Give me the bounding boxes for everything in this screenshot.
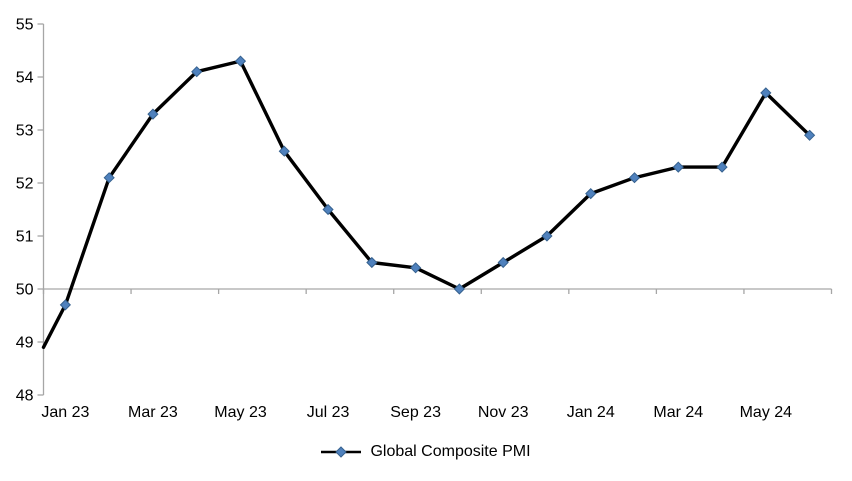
data-point-marker xyxy=(760,87,772,99)
y-axis-tick-label: 53 xyxy=(16,123,34,140)
legend-line-marker-icon xyxy=(321,446,362,458)
data-point-marker xyxy=(497,256,509,269)
x-axis-tick-label: Jul 23 xyxy=(307,404,350,421)
legend-label: Global Composite PMI xyxy=(370,443,531,460)
data-point-marker xyxy=(366,256,378,269)
x-axis-tick-label: Nov 23 xyxy=(478,404,529,421)
chart-legend: Global Composite PMI xyxy=(0,438,852,466)
x-axis-tick-label: May 24 xyxy=(740,404,793,421)
data-point-marker xyxy=(716,161,728,173)
pmi-series-line xyxy=(41,59,812,349)
x-axis-tick-label: Mar 24 xyxy=(653,404,703,421)
data-point-marker xyxy=(278,145,290,157)
data-point-marker xyxy=(322,203,334,216)
data-point-marker xyxy=(59,299,71,311)
y-axis-tick-label: 52 xyxy=(16,176,34,193)
x-axis-tick-label: Jan 23 xyxy=(41,404,89,421)
x-axis-tick-label: May 23 xyxy=(214,404,267,421)
data-point-marker xyxy=(410,262,422,274)
chart-plot-area: 48 49 50 51 52 53 54 55 Jan 23 Mar 23 May 23 Jul 23… xyxy=(16,17,833,421)
data-point-marker xyxy=(672,161,684,173)
data-point-marker xyxy=(191,66,203,78)
data-point-marker xyxy=(585,187,597,200)
y-axis-tick-label: 51 xyxy=(16,229,34,246)
data-point-marker xyxy=(541,230,553,242)
x-axis-tick-label: Sep 23 xyxy=(390,404,441,421)
data-point-marker xyxy=(147,108,159,120)
data-point-marker xyxy=(234,55,247,67)
data-point-marker xyxy=(804,129,816,141)
y-axis-tick-label: 49 xyxy=(16,335,34,352)
y-axis-tick-label: 50 xyxy=(16,282,34,299)
y-axis-tick-label: 55 xyxy=(16,17,34,34)
x-axis-tick-label: Jan 24 xyxy=(567,404,615,421)
legend-diamond-marker xyxy=(335,446,348,458)
x-axis-tick-label: Mar 23 xyxy=(128,404,178,421)
data-point-marker xyxy=(628,172,641,184)
y-axis-tick-label: 54 xyxy=(16,70,34,87)
data-point-marker xyxy=(453,283,465,295)
y-axis-tick-label: 48 xyxy=(16,388,34,405)
data-point-marker xyxy=(103,172,115,184)
